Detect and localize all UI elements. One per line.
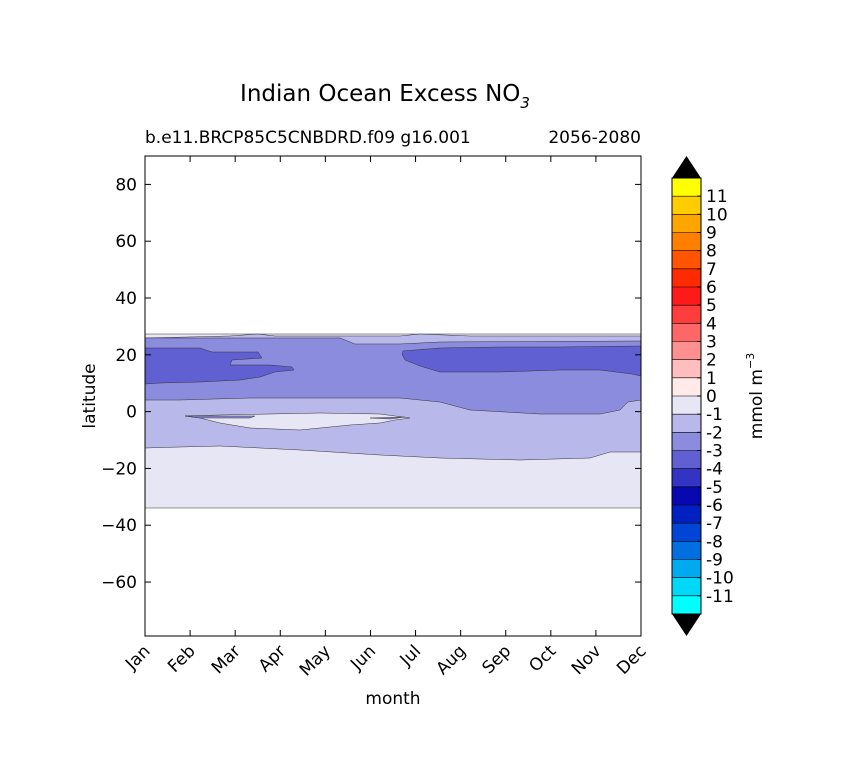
chart-subtitle-left: b.e11.BRCP85C5CNBDRD.f09 g16.001	[145, 128, 471, 148]
colorbar-tick-label: -10	[706, 569, 734, 589]
x-tick-label: Mar	[208, 641, 245, 678]
y-tick-label: 60	[115, 232, 137, 252]
colorbar-label: mmol m−3	[744, 353, 767, 439]
y-tick-label: 80	[115, 175, 137, 195]
x-tick-label: Nov	[568, 641, 606, 679]
colorbar-tick-label: 10	[706, 205, 728, 225]
x-tick-label: Oct	[525, 641, 560, 676]
colorbar-extend-max	[672, 156, 701, 178]
x-tick-label: Sep	[478, 641, 515, 678]
colorbar-swatch	[672, 414, 701, 433]
colorbar-swatch	[672, 214, 701, 233]
colorbar-extend-min	[672, 614, 701, 636]
x-axis-label: month	[365, 689, 420, 709]
x-tick-label: Jan	[121, 641, 154, 674]
chart-title: Indian Ocean Excess NO3	[240, 81, 530, 112]
colorbar-swatch	[672, 305, 701, 324]
colorbar-swatch	[672, 396, 701, 415]
x-tick-label: May	[296, 641, 335, 680]
colorbar-swatch	[672, 268, 701, 288]
colorbar-tick-label: -9	[706, 551, 723, 571]
colorbar-swatch	[672, 450, 701, 469]
colorbar-tick-label: 7	[706, 260, 717, 280]
colorbar-tick-label: 11	[706, 187, 728, 207]
colorbar-swatch	[672, 505, 701, 524]
colorbar-swatch	[672, 359, 701, 379]
x-tick-label: Aug	[433, 641, 471, 679]
colorbar-swatch	[672, 432, 701, 451]
colorbar-swatch	[672, 232, 701, 251]
x-tick-label: Dec	[613, 641, 650, 678]
colorbar-swatch	[672, 287, 701, 306]
x-tick-label: Apr	[255, 641, 290, 676]
colorbar-swatch	[672, 341, 701, 360]
colorbar-tick-label: 4	[706, 314, 717, 334]
colorbar-tick-label: -3	[706, 442, 723, 462]
plot-frame	[144, 155, 642, 637]
y-tick-label: 0	[126, 403, 137, 423]
colorbar-tick-label: 1	[706, 369, 717, 389]
colorbar-swatch	[672, 468, 701, 488]
y-axis-label: latitude	[80, 363, 100, 428]
colorbar-swatch	[672, 250, 701, 270]
colorbar-tick-label: -1	[706, 405, 723, 425]
x-tick-label: Jul	[396, 641, 425, 670]
colorbar-swatch	[672, 178, 701, 197]
colorbar-swatch	[672, 523, 701, 542]
region-level-minus2-sliver	[184, 415, 256, 419]
y-tick-label: −60	[101, 573, 137, 593]
colorbar-swatch	[672, 323, 701, 342]
chart-subtitle-right: 2056-2080	[548, 128, 641, 148]
colorbar-tick-label: -5	[706, 478, 723, 498]
colorbar-tick-label: 5	[706, 296, 717, 316]
colorbar-swatch	[672, 196, 701, 215]
colorbar-tick-label: -8	[706, 532, 723, 552]
colorbar-swatch	[672, 595, 701, 615]
region-level-minus3-left	[145, 347, 295, 385]
colorbar-tick-label: 8	[706, 242, 717, 262]
region-level-minus2-sliver-right	[369, 416, 406, 420]
colorbar-tick-label: 3	[706, 333, 717, 353]
title-subscript: 3	[520, 94, 530, 112]
colorbar-tick-label: -7	[706, 514, 723, 534]
colorbar-label-superscript: −3	[744, 353, 757, 369]
y-tick-label: −20	[101, 459, 137, 479]
colorbar-tick-label: 0	[706, 387, 717, 407]
colorbar-swatch	[672, 541, 701, 560]
y-tick-label: 40	[115, 289, 137, 309]
colorbar-tick-label: -2	[706, 423, 723, 443]
colorbar-tick-label: 2	[706, 351, 717, 371]
contour-fills	[145, 333, 641, 509]
y-tick-label: 20	[115, 346, 137, 366]
x-tick-label: Jun	[346, 641, 380, 675]
colorbar-tick-label: 9	[706, 224, 717, 244]
colorbar-swatch	[672, 486, 701, 506]
colorbar-tick-label: -6	[706, 496, 723, 516]
y-axis-ticks: 80 60 40 20 0 −20 −40 −60	[101, 175, 641, 593]
colorbar-tick-label: 6	[706, 278, 717, 298]
colorbar-tick-label: -4	[706, 460, 723, 480]
x-tick-label: Feb	[164, 641, 199, 676]
colorbar-swatch	[672, 377, 701, 397]
colorbar-swatch	[672, 577, 701, 597]
region-level-minus3-right	[401, 345, 641, 377]
colorbar-swatch	[672, 559, 701, 578]
colorbar-tick-label: -11	[706, 587, 734, 607]
y-tick-label: −40	[101, 516, 137, 536]
